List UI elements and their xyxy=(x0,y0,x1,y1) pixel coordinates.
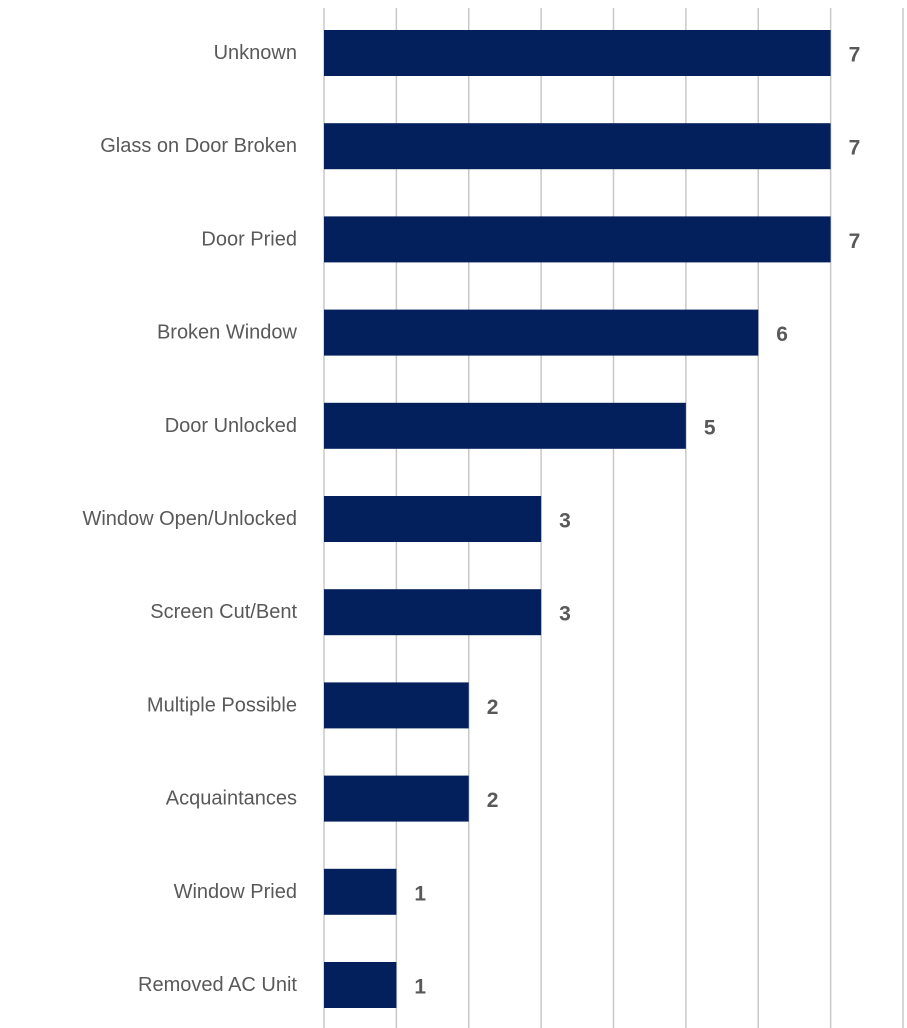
value-label: 7 xyxy=(849,44,861,67)
category-label: Door Unlocked xyxy=(165,415,297,437)
value-label: 1 xyxy=(414,882,426,905)
category-label: Screen Cut/Bent xyxy=(150,601,297,623)
bar xyxy=(324,962,396,1008)
bar xyxy=(324,589,541,635)
category-label: Door Pried xyxy=(201,228,297,250)
category-label: Unknown xyxy=(214,42,297,64)
bar xyxy=(324,30,831,76)
value-label: 3 xyxy=(559,510,571,533)
value-label: 7 xyxy=(849,230,861,253)
value-label: 3 xyxy=(559,603,571,626)
category-labels: Unknown Glass on Door Broken Door Pried Bro… xyxy=(82,42,297,996)
bar xyxy=(324,123,831,169)
bar xyxy=(324,776,469,822)
category-label: Window Open/Unlocked xyxy=(82,508,297,530)
category-label: Acquaintances xyxy=(166,788,297,810)
value-label: 2 xyxy=(487,696,499,719)
category-label: Multiple Possible xyxy=(147,694,297,716)
bar xyxy=(324,869,396,915)
value-label: 1 xyxy=(414,976,426,999)
bar xyxy=(324,310,758,356)
bar xyxy=(324,403,686,449)
bar xyxy=(324,682,469,728)
bar xyxy=(324,216,831,262)
category-label: Window Pried xyxy=(174,881,297,903)
value-label: 5 xyxy=(704,416,716,439)
category-label: Glass on Door Broken xyxy=(100,135,297,157)
value-label: 6 xyxy=(776,323,788,346)
value-label: 2 xyxy=(487,789,499,812)
value-label: 7 xyxy=(849,137,861,160)
bars xyxy=(324,30,831,1008)
category-label: Broken Window xyxy=(157,322,298,344)
category-label: Removed AC Unit xyxy=(138,974,297,996)
bar xyxy=(324,496,541,542)
